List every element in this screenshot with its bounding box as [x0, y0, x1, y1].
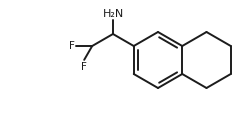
Text: F: F — [69, 41, 75, 51]
Text: H₂N: H₂N — [103, 9, 124, 19]
Text: F: F — [81, 62, 87, 72]
